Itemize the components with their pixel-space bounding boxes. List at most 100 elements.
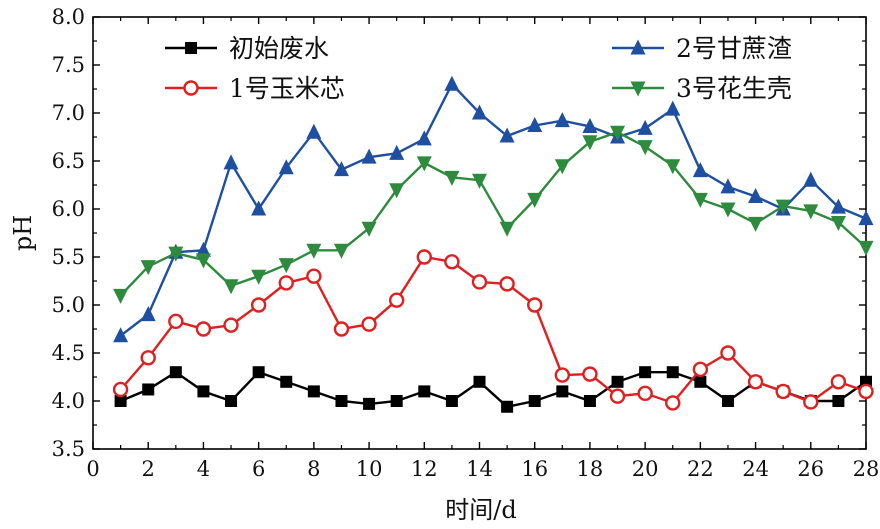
data-point xyxy=(583,395,596,407)
data-point xyxy=(140,350,156,366)
data-point xyxy=(858,240,874,256)
data-point xyxy=(335,395,348,407)
data-point xyxy=(278,275,294,291)
data-point xyxy=(611,375,624,388)
data-point xyxy=(692,361,709,378)
data-point xyxy=(830,374,847,390)
data-point xyxy=(832,395,845,407)
data-point xyxy=(278,159,294,175)
x-tick-label: 20 xyxy=(632,457,659,481)
legend: 初始废水 1号玉米芯 2号甘蔗渣 3号花生壳 xyxy=(165,34,792,103)
data-point xyxy=(554,112,570,128)
x-tick-label: 16 xyxy=(521,457,548,481)
data-point xyxy=(720,345,736,361)
data-point xyxy=(830,215,846,231)
data-point xyxy=(306,123,322,139)
data-point xyxy=(169,366,182,379)
y-tick-label: 6.0 xyxy=(52,197,85,221)
data-point xyxy=(775,383,791,400)
data-point xyxy=(637,119,653,135)
data-point xyxy=(388,292,405,308)
data-point xyxy=(278,258,294,274)
x-tick-label: 6 xyxy=(252,457,265,481)
data-point xyxy=(527,297,543,313)
data-point xyxy=(692,162,708,178)
axes: 0 2 4 6 8 10 12 14 16 18 20 22 24 26 283.54.04.55.05.5… xyxy=(52,5,880,481)
data-point xyxy=(830,198,846,214)
x-tick-label: 18 xyxy=(577,457,604,481)
series-2 xyxy=(113,75,874,343)
data-point xyxy=(113,288,129,304)
data-point xyxy=(858,383,874,400)
y-tick-label: 5.0 xyxy=(52,293,85,317)
data-point xyxy=(803,171,819,187)
data-point xyxy=(858,210,874,226)
data-point xyxy=(720,202,736,218)
data-point xyxy=(113,327,129,343)
series-layer xyxy=(112,75,874,413)
data-point xyxy=(114,395,127,407)
data-point xyxy=(582,366,598,382)
legend-item: 初始废水 xyxy=(165,34,329,63)
data-point xyxy=(609,388,626,404)
data-point xyxy=(444,254,460,270)
series-line xyxy=(119,82,867,337)
data-point xyxy=(361,316,377,332)
data-point xyxy=(637,385,653,402)
data-point xyxy=(803,204,819,220)
data-point xyxy=(499,221,515,237)
series-line xyxy=(119,130,867,297)
data-point xyxy=(416,130,432,146)
legend-marker xyxy=(185,42,197,54)
x-tick-label: 22 xyxy=(687,457,714,481)
data-point xyxy=(168,246,184,262)
data-point xyxy=(361,221,377,237)
x-tick-label: 4 xyxy=(197,457,210,481)
data-point xyxy=(361,148,377,164)
data-point xyxy=(528,395,541,407)
data-point xyxy=(333,243,349,259)
data-point xyxy=(418,385,431,398)
data-point xyxy=(803,394,819,410)
y-tick-label: 4.5 xyxy=(52,341,85,365)
data-point xyxy=(389,183,405,199)
data-point xyxy=(306,243,322,259)
data-point xyxy=(251,200,267,216)
data-point xyxy=(721,395,734,407)
data-point xyxy=(140,260,156,276)
data-point xyxy=(195,253,211,269)
data-point xyxy=(416,156,432,172)
x-tick-label: 8 xyxy=(307,457,320,481)
series-line xyxy=(119,255,867,405)
data-point xyxy=(665,159,681,175)
data-point xyxy=(499,276,515,292)
legend-item: 2号甘蔗渣 xyxy=(612,34,792,63)
data-point xyxy=(694,375,707,388)
data-point xyxy=(527,116,543,132)
y-axis-title: pH xyxy=(9,215,37,251)
legend-marker xyxy=(183,80,199,96)
data-point xyxy=(140,306,156,322)
data-point xyxy=(251,269,267,285)
x-axis-title: 时间/d xyxy=(445,496,516,524)
data-point xyxy=(556,385,569,398)
data-point xyxy=(471,274,488,290)
data-point xyxy=(142,383,155,396)
x-tick-label: 24 xyxy=(742,457,769,481)
data-point xyxy=(472,104,487,120)
y-tick-label: 6.5 xyxy=(52,149,85,173)
data-point xyxy=(416,249,432,265)
data-point xyxy=(554,159,570,175)
data-point xyxy=(306,268,322,284)
legend-label: 1号玉米芯 xyxy=(229,74,345,103)
y-tick-label: 3.5 xyxy=(52,437,85,461)
data-point xyxy=(444,75,460,91)
data-point xyxy=(639,366,652,379)
x-tick-label: 12 xyxy=(411,457,438,481)
data-point xyxy=(748,216,764,232)
x-tick-label: 14 xyxy=(466,457,493,481)
data-point xyxy=(527,192,543,208)
data-point xyxy=(637,140,653,156)
legend-label: 2号甘蔗渣 xyxy=(676,34,792,63)
data-point xyxy=(280,375,293,388)
